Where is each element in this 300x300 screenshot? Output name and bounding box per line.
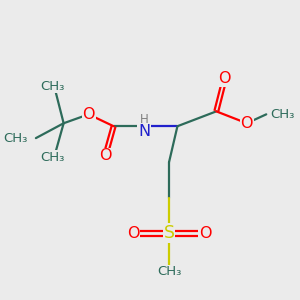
Text: CH₃: CH₃: [40, 80, 65, 93]
Text: N: N: [138, 124, 150, 139]
Text: CH₃: CH₃: [40, 151, 65, 164]
Text: O: O: [99, 148, 112, 164]
Text: CH₃: CH₃: [270, 108, 295, 121]
Text: S: S: [164, 224, 175, 242]
Text: O: O: [127, 226, 139, 241]
Text: H: H: [140, 113, 149, 126]
Text: O: O: [218, 71, 231, 86]
Text: CH₃: CH₃: [157, 266, 181, 278]
Text: O: O: [241, 116, 253, 131]
Text: O: O: [199, 226, 211, 241]
Text: CH₃: CH₃: [3, 132, 28, 145]
Text: O: O: [82, 107, 95, 122]
